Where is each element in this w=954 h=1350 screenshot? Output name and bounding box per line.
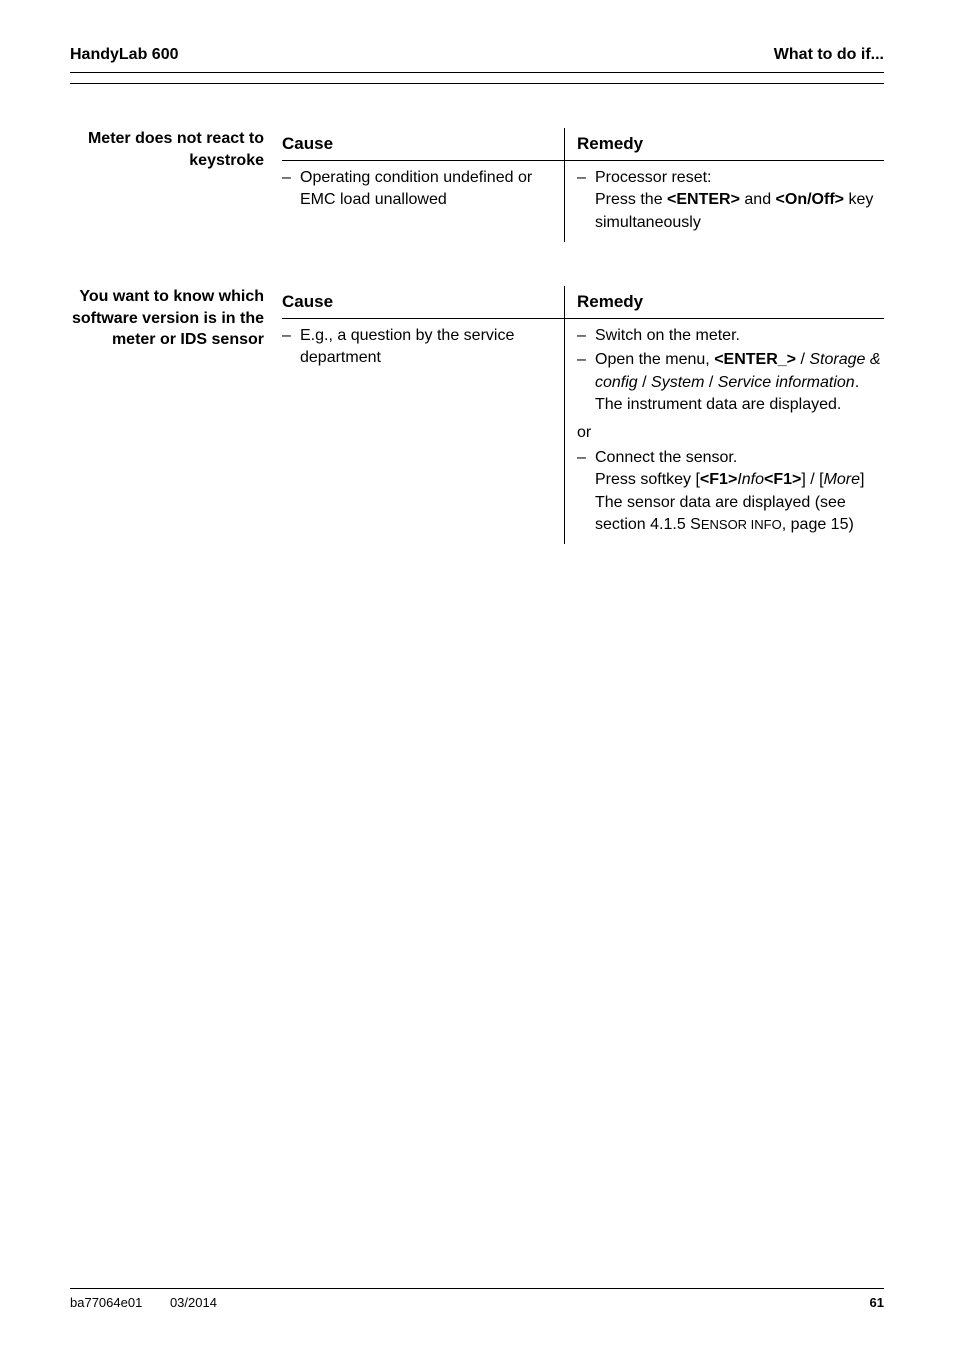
table-row: E.g., a question by the service departme… [282,319,884,545]
section-software-version: You want to know which software version … [70,286,884,544]
section-meter-not-react: Meter does not react to keystroke Cause … [70,128,884,242]
table: Cause Remedy Operating condition undefin… [282,128,884,242]
cell-remedy: Switch on the meter. Open the menu, <ENT… [564,319,884,545]
cell-cause: Operating condition undefined or EMC loa… [282,161,564,242]
page-header: HandyLab 600 What to do if... [70,46,884,72]
side-heading: Meter does not react to keystroke [70,128,282,242]
col-head-remedy: Remedy [564,128,884,160]
header-rule-2 [70,83,884,84]
footer-page-number: 61 [870,1295,884,1310]
remedy-or: or [577,422,884,444]
col-head-cause: Cause [282,128,564,160]
table-head-row: Cause Remedy [282,286,884,318]
footer-date: 03/2014 [170,1295,217,1310]
remedy-item: Switch on the meter. [577,325,884,347]
side-heading: You want to know which software version … [70,286,282,544]
remedy-item: Processor reset:Press the <ENTER> and <O… [577,167,884,234]
page: HandyLab 600 What to do if... Meter does… [0,0,954,1350]
header-right: What to do if... [774,46,884,64]
table-row: Operating condition undefined or EMC loa… [282,161,884,242]
footer-rule [70,1288,884,1289]
cause-item: Operating condition undefined or EMC loa… [282,167,552,212]
table-head-row: Cause Remedy [282,128,884,160]
header-rule-1 [70,72,884,73]
remedy-item: Open the menu, <ENTER_> / Stor­age & con… [577,349,884,416]
cell-remedy: Processor reset:Press the <ENTER> and <O… [564,161,884,242]
header-left: HandyLab 600 [70,46,178,64]
remedy-item: Connect the sensor.Press softkey [<F1>In… [577,447,884,537]
footer-left: ba77064e01 03/2014 [70,1295,217,1310]
cell-cause: E.g., a question by the service departme… [282,319,564,545]
col-head-remedy: Remedy [564,286,884,318]
footer-doc-id: ba77064e01 [70,1295,142,1310]
col-head-cause: Cause [282,286,564,318]
table: Cause Remedy E.g., a question by the ser… [282,286,884,544]
cause-item: E.g., a question by the service departme… [282,325,552,370]
page-footer: ba77064e01 03/2014 61 [70,1288,884,1310]
